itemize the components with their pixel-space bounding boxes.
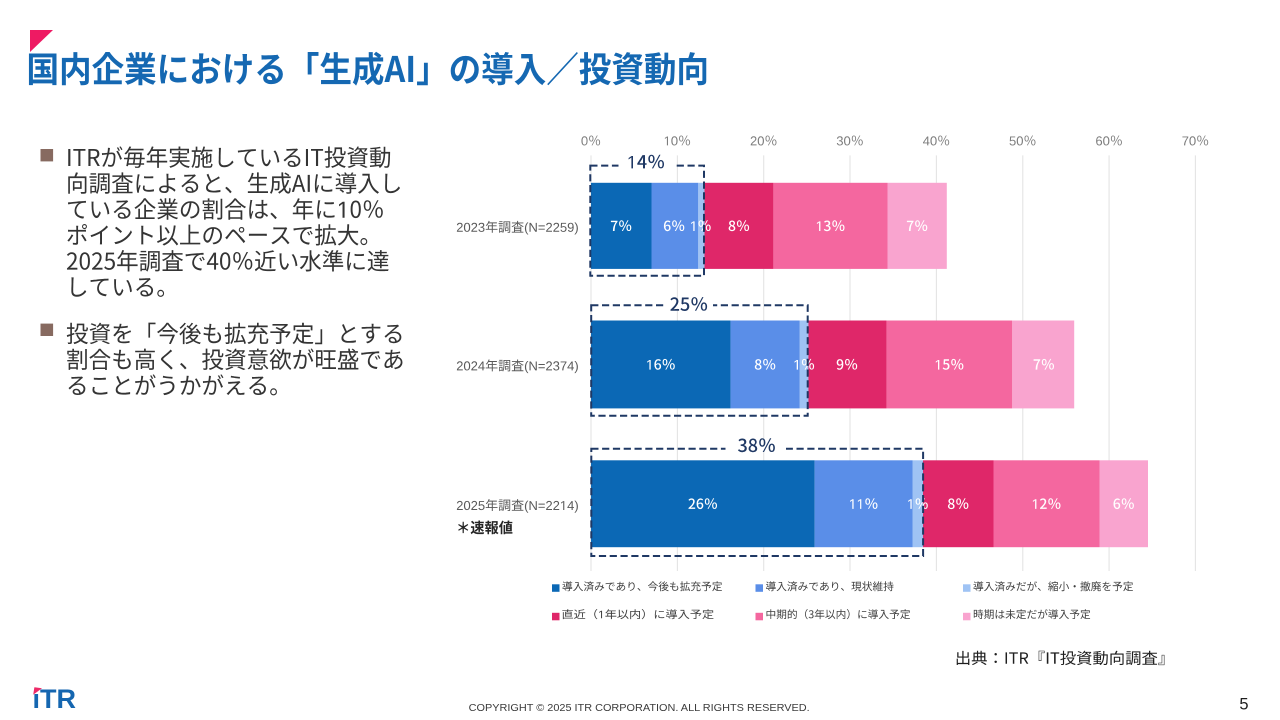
svg-text:5: 5 bbox=[1239, 696, 1248, 714]
svg-text:COPYRIGHT © 2025 ITR CORPORATI: COPYRIGHT © 2025 ITR CORPORATION. ALL RI… bbox=[469, 703, 810, 714]
